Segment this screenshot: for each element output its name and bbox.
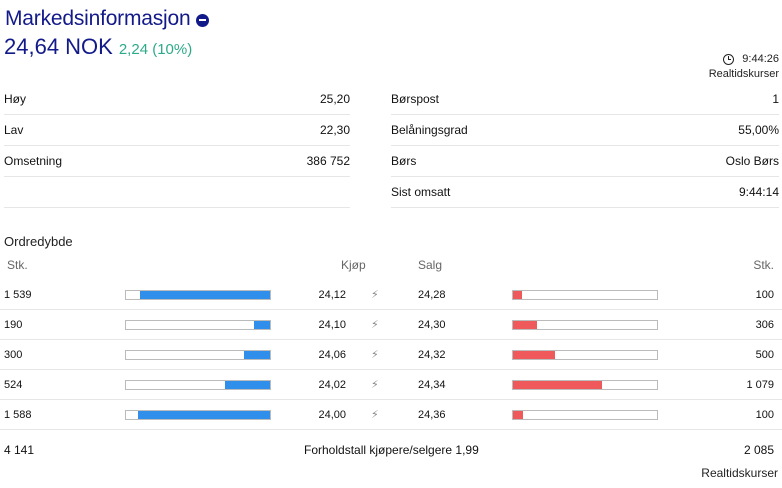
lightning-icon[interactable]: ⚡︎ bbox=[371, 319, 379, 331]
sell-price: 24,36 bbox=[418, 409, 446, 421]
orderbook-row: 524 24,02 ⚡︎ 24,34 1 079 bbox=[0, 370, 782, 400]
page-title: Markedsinformasjon bbox=[5, 7, 191, 30]
header: Markedsinformasjon bbox=[5, 6, 210, 32]
stat-value: 55,00% bbox=[738, 123, 779, 137]
stat-label: Omsetning bbox=[4, 154, 63, 168]
last-price: 24,64 NOK bbox=[4, 34, 113, 59]
sell-depth-fill bbox=[513, 351, 555, 359]
buy-depth-bar bbox=[125, 410, 271, 420]
buy-price: 24,06 bbox=[318, 349, 346, 361]
update-time: 9:44:26 bbox=[742, 53, 779, 65]
buy-price: 24,12 bbox=[318, 289, 346, 301]
orderbook-footer: 4 141 Forholdstall kjøpere/selgere 1,99 … bbox=[0, 443, 782, 459]
stat-row: Lav 22,30 bbox=[4, 115, 350, 146]
orderbook-row: 1 539 24,12 ⚡︎ 24,28 100 bbox=[0, 280, 782, 310]
stat-label: Børs bbox=[391, 154, 417, 168]
stats-left: Høy 25,20 Lav 22,30 Omsetning 386 752 bbox=[4, 84, 350, 208]
stat-row: Børspost 1 bbox=[391, 84, 779, 115]
price-row: 24,64 NOK 2,24 (10%) bbox=[4, 34, 192, 60]
sell-total: 2 085 bbox=[743, 443, 774, 457]
buy-depth-bar bbox=[125, 350, 271, 360]
sell-depth-bar bbox=[512, 410, 658, 420]
stat-label: Børspost bbox=[391, 92, 440, 106]
sell-depth-bar bbox=[512, 320, 658, 330]
stat-label: Belåningsgrad bbox=[391, 123, 468, 137]
buy-depth-fill bbox=[225, 381, 270, 389]
buy-qty: 1 539 bbox=[4, 289, 32, 301]
buy-price: 24,02 bbox=[318, 379, 346, 391]
stat-value: 25,20 bbox=[319, 92, 350, 106]
buy-qty: 300 bbox=[4, 349, 23, 361]
stats-right: Børspost 1 Belåningsgrad 55,00% Børs Osl… bbox=[391, 84, 779, 208]
buy-depth-fill bbox=[254, 321, 270, 329]
ratio-text: Forholdstall kjøpere/selgere 1,99 bbox=[304, 443, 479, 457]
orderbook-table: 1 539 24,12 ⚡︎ 24,28 100 190 24,10 ⚡︎ 24,30 306 30… bbox=[0, 280, 782, 430]
header-buy-qty: Stk. bbox=[7, 258, 28, 272]
header-buy-price: Kjøp bbox=[341, 258, 366, 272]
sell-qty: 500 bbox=[755, 349, 774, 361]
stat-value: 22,30 bbox=[319, 123, 350, 137]
sell-qty: 100 bbox=[755, 289, 774, 301]
realtime-label: Realtidskurser bbox=[708, 68, 779, 80]
buy-price: 24,10 bbox=[318, 319, 346, 331]
sell-qty: 306 bbox=[755, 319, 774, 331]
sell-qty: 1 079 bbox=[746, 379, 774, 391]
sell-depth-fill bbox=[513, 411, 524, 419]
header-sell-price: Salg bbox=[418, 258, 443, 272]
sell-price: 24,30 bbox=[418, 319, 446, 331]
stat-row: Høy 25,20 bbox=[4, 84, 350, 115]
orderbook-row: 190 24,10 ⚡︎ 24,30 306 bbox=[0, 310, 782, 340]
stat-label: Lav bbox=[4, 123, 24, 137]
stat-value: 9:44:14 bbox=[738, 185, 779, 199]
sell-price: 24,28 bbox=[418, 289, 446, 301]
sell-depth-fill bbox=[513, 291, 522, 299]
realtime-label-bottom: Realtidskurser bbox=[701, 466, 778, 480]
orderbook-row: 300 24,06 ⚡︎ 24,32 500 bbox=[0, 340, 782, 370]
buy-depth-bar bbox=[125, 320, 271, 330]
buy-depth-fill bbox=[244, 351, 270, 359]
buy-qty: 524 bbox=[4, 379, 23, 391]
stat-row-empty bbox=[4, 177, 350, 208]
stat-row: Sist omsatt 9:44:14 bbox=[391, 177, 779, 208]
sell-depth-bar bbox=[512, 350, 658, 360]
sell-depth-bar bbox=[512, 380, 658, 390]
sell-depth-bar bbox=[512, 290, 658, 300]
price-change: 2,24 (10%) bbox=[118, 41, 193, 58]
sell-qty: 100 bbox=[755, 409, 774, 421]
buy-qty: 1 588 bbox=[4, 409, 32, 421]
stat-label: Sist omsatt bbox=[391, 185, 451, 199]
lightning-icon[interactable]: ⚡︎ bbox=[371, 379, 379, 391]
buy-qty: 190 bbox=[4, 319, 23, 331]
stat-value: Oslo Børs bbox=[725, 154, 779, 168]
sell-price: 24,34 bbox=[418, 379, 446, 391]
sell-depth-fill bbox=[513, 381, 603, 389]
buy-depth-fill bbox=[137, 411, 270, 419]
lightning-icon[interactable]: ⚡︎ bbox=[371, 409, 379, 421]
stat-row: Børs Oslo Børs bbox=[391, 146, 779, 177]
orderbook-row: 1 588 24,00 ⚡︎ 24,36 100 bbox=[0, 400, 782, 430]
stat-row: Belåningsgrad 55,00% bbox=[391, 115, 779, 146]
stat-value: 1 bbox=[772, 92, 779, 106]
sell-price: 24,32 bbox=[418, 349, 446, 361]
buy-total: 4 141 bbox=[4, 443, 35, 457]
collapse-icon[interactable] bbox=[196, 13, 210, 27]
stat-value: 386 752 bbox=[306, 154, 350, 168]
buy-price: 24,00 bbox=[318, 409, 346, 421]
lightning-icon[interactable]: ⚡︎ bbox=[371, 289, 379, 301]
stat-label: Høy bbox=[4, 92, 26, 106]
header-sell-qty: Stk. bbox=[753, 258, 774, 272]
clock-icon bbox=[723, 54, 735, 65]
buy-depth-bar bbox=[125, 290, 271, 300]
orderbook-title: Ordredybde bbox=[4, 234, 73, 249]
stat-row: Omsetning 386 752 bbox=[4, 146, 350, 177]
buy-depth-bar bbox=[125, 380, 271, 390]
lightning-icon[interactable]: ⚡︎ bbox=[371, 349, 379, 361]
buy-depth-fill bbox=[140, 291, 270, 299]
realtime-info: 9:44:26 Realtidskurser bbox=[709, 52, 779, 82]
sell-depth-fill bbox=[513, 321, 538, 329]
